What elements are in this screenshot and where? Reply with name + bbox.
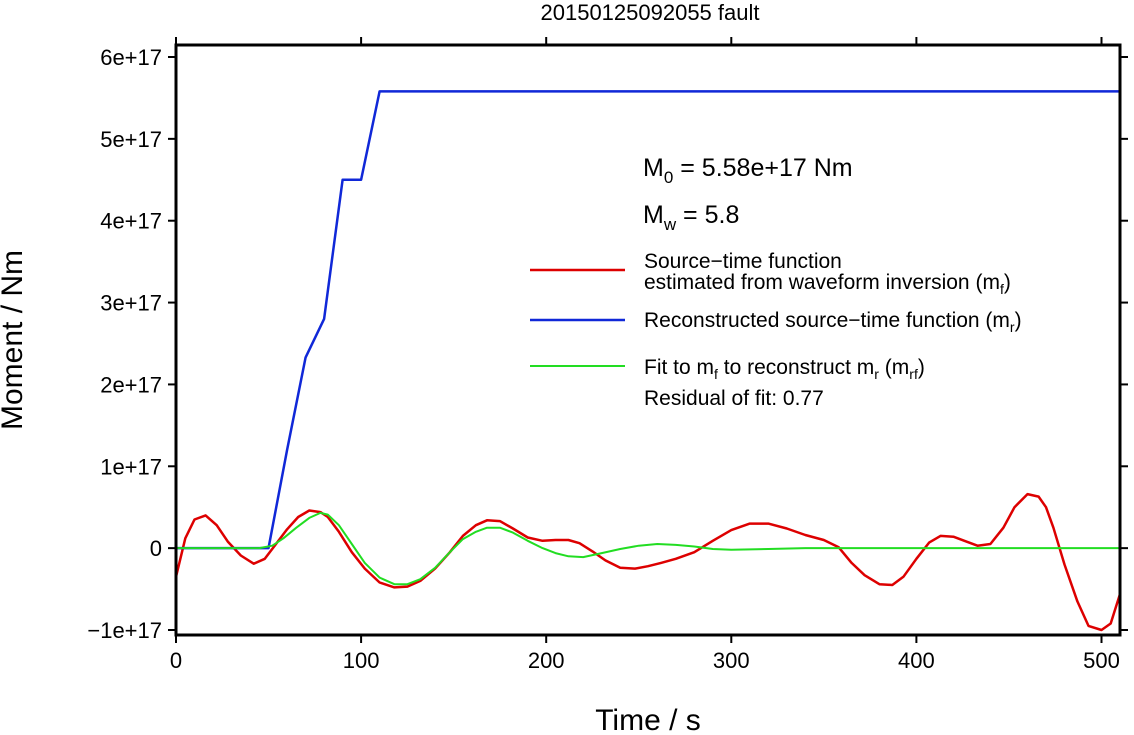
x-axis-title: Time / s bbox=[595, 704, 701, 735]
y-tick-label: 5e+17 bbox=[100, 127, 162, 152]
y-tick-label: 4e+17 bbox=[100, 209, 162, 234]
y-tick-label: 0 bbox=[150, 536, 162, 561]
y-tick-label: 1e+17 bbox=[100, 454, 162, 479]
y-tick-label: 2e+17 bbox=[100, 372, 162, 397]
y-axis-title: Moment / Nm bbox=[0, 250, 29, 430]
x-tick-label: 500 bbox=[1083, 648, 1120, 673]
legend: Source−time function estimated from wave… bbox=[530, 250, 1022, 410]
y-tick-label: 3e+17 bbox=[100, 291, 162, 316]
plot-area bbox=[176, 90, 1120, 632]
moment-magnitude-annotation: Mw = 5.8 bbox=[643, 201, 739, 234]
series-mrf-line bbox=[176, 511, 1120, 586]
x-tick-label: 200 bbox=[528, 648, 565, 673]
series-mf-line bbox=[176, 492, 1120, 632]
y-tick-label: 6e+17 bbox=[100, 45, 162, 70]
y-axis: −1e+17 0 1e+17 2e+17 3e+17 4e+17 5e+17 6e+17 bbox=[87, 45, 1128, 643]
legend-label-mf-line1: Source−time function bbox=[644, 250, 842, 273]
x-tick-label: 100 bbox=[343, 648, 380, 673]
legend-label-mf-line2: estimated from waveform inversion (mf) bbox=[644, 271, 1011, 297]
x-tick-label: 0 bbox=[170, 648, 182, 673]
legend-label-mr: Reconstructed source−time function (mr) bbox=[644, 309, 1022, 335]
residual-annotation: Residual of fit: 0.77 bbox=[644, 387, 824, 410]
legend-label-mrf: Fit to mf to reconstruct mr (mrf) bbox=[644, 356, 925, 382]
series-mr-line bbox=[176, 90, 1120, 550]
chart-title: 20150125092055 fault bbox=[541, 0, 760, 25]
seismic-moment-annotation: M0 = 5.58e+17 Nm bbox=[643, 154, 853, 187]
y-tick-label: −1e+17 bbox=[87, 618, 162, 643]
x-axis: 0 100 200 300 400 500 bbox=[170, 37, 1120, 673]
x-tick-label: 300 bbox=[713, 648, 750, 673]
plot-frame bbox=[174, 43, 1122, 637]
x-tick-label: 400 bbox=[898, 648, 935, 673]
